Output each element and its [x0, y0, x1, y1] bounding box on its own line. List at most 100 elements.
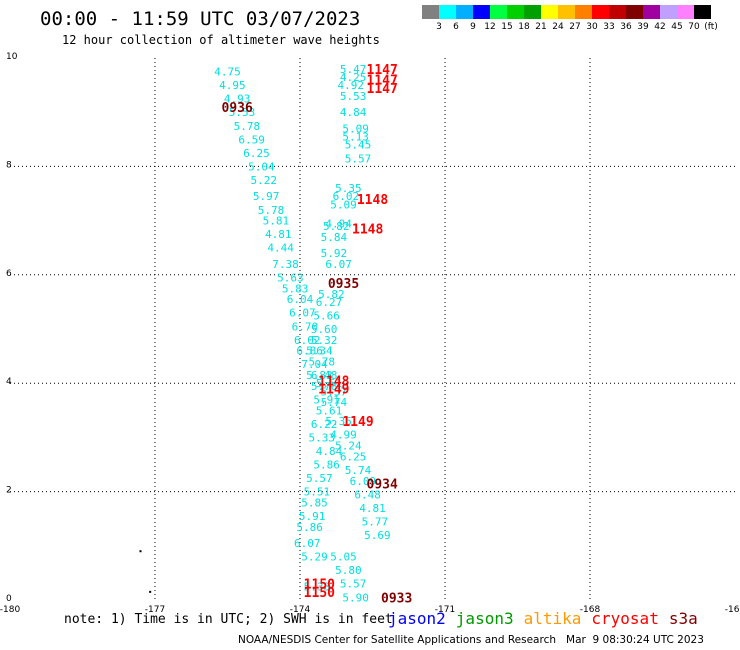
swh-label: 5.33: [309, 431, 336, 444]
time-label: 1150: [304, 578, 335, 593]
color-swatch: [456, 5, 473, 19]
swh-label: 5.53: [340, 90, 367, 103]
swh-label: 5.84: [321, 231, 348, 244]
swh-label: 4.84: [340, 106, 367, 119]
time-label: 1147: [367, 82, 398, 97]
swh-label: 5.82: [318, 288, 345, 301]
swh-label: 5.82: [323, 220, 350, 233]
swh-label: 5.90: [342, 591, 369, 604]
x-tick-label: -165: [725, 605, 740, 615]
swh-label: 5.91: [299, 510, 326, 523]
swh-label: 5.66: [313, 309, 340, 322]
data-dot: [149, 590, 152, 593]
color-scale-label: 45: [671, 22, 683, 32]
time-label: 1149: [318, 383, 349, 398]
swh-label: 5.51: [316, 377, 343, 390]
color-swatch: [626, 5, 643, 19]
swh-label: 5.37: [321, 385, 348, 398]
swh-label: 5.86: [313, 459, 340, 472]
swh-label: 5.04: [248, 160, 275, 173]
color-swatch: [422, 5, 439, 19]
swh-label: 5.57: [306, 472, 333, 485]
color-swatch: [677, 5, 694, 19]
color-scale-label: 30: [586, 22, 598, 32]
swh-label: 5.09: [342, 122, 369, 135]
swh-label: 5.80: [335, 564, 362, 577]
swh-label: 5.69: [364, 529, 391, 542]
swh-label: 5.53: [229, 106, 256, 119]
swh-label: 6.07: [289, 307, 316, 320]
swh-label: 5.33: [304, 580, 331, 593]
swh-label: 5.51: [304, 486, 331, 499]
swh-label: 6.48: [311, 369, 338, 382]
color-scale-label: 18: [518, 22, 530, 32]
time-label: 0936: [222, 101, 253, 116]
swh-label: 5.45: [345, 139, 372, 152]
swh-label: 6.25: [243, 147, 270, 160]
footnote: note: 1) Time is in UTC; 2) SWH is in fe…: [64, 612, 393, 627]
swh-label: 5.92: [321, 247, 348, 260]
color-scale-label: 21: [535, 22, 547, 32]
time-label: 1148: [318, 374, 349, 389]
color-swatch: [592, 5, 609, 19]
y-tick-label: 8: [6, 160, 12, 170]
x-tick-label: -174: [290, 605, 311, 615]
color-swatch: [575, 5, 592, 19]
color-swatch: [507, 5, 524, 19]
swh-label: 4.95: [219, 79, 246, 92]
color-scale-label: 27: [569, 22, 581, 32]
swh-label: 5.83: [282, 282, 309, 295]
swh-label: 5.86: [296, 521, 323, 534]
color-scale-label: 42: [654, 22, 666, 32]
x-tick-label: -180: [0, 605, 20, 615]
time-label: 0934: [367, 477, 398, 492]
color-swatch: [490, 5, 507, 19]
legend-item-s3a: s3a: [668, 609, 698, 628]
swh-label: 4.81: [265, 228, 292, 241]
swh-label: 4.81: [359, 502, 386, 515]
color-swatch: [558, 5, 575, 19]
y-tick-label: 10: [6, 52, 18, 62]
swh-label: 6.70: [292, 320, 319, 333]
swh-label: 5.81: [263, 215, 290, 228]
swh-label: 5.61: [316, 404, 343, 417]
swh-label: 5.34: [306, 345, 333, 358]
color-swatch: [643, 5, 660, 19]
swh-label: 5.60: [311, 323, 338, 336]
color-scale-label: 6: [453, 22, 459, 32]
swh-label: 4.84: [316, 445, 343, 458]
x-tick-label: -168: [580, 605, 601, 615]
swh-label: 4.92: [338, 79, 365, 92]
legend-item-jason3: jason3: [455, 609, 514, 628]
legend-item-jason2: jason2: [388, 609, 446, 628]
legend-item-altika: altika: [523, 609, 582, 628]
swh-label: 5.78: [309, 356, 336, 369]
swh-label: 6.09: [350, 475, 377, 488]
swh-label: 6.48: [354, 488, 381, 501]
time-label: 1147: [367, 63, 398, 78]
swh-label: 5.91: [313, 393, 340, 406]
satellite-legend: jason2 jason3 altika cryosat s3a: [388, 609, 708, 628]
color-scale-label: 36: [620, 22, 632, 32]
swh-label: 5.13: [342, 131, 369, 144]
data-dot: [139, 550, 142, 553]
swh-label: 6.22: [311, 418, 338, 431]
swh-label: 4.44: [267, 242, 294, 255]
swh-label: 6.02: [294, 334, 321, 347]
swh-label: 5.74: [321, 396, 348, 409]
page-title: 00:00 - 11:59 UTC 03/07/2023: [40, 8, 361, 30]
swh-label: 4.75: [214, 66, 241, 79]
swh-label: 6.25: [340, 450, 367, 463]
swh-label: 5.83: [306, 369, 333, 382]
color-swatch: [524, 5, 541, 19]
swh-label: 5.29: [301, 551, 328, 564]
swh-label: 4.99: [330, 429, 357, 442]
color-scale-label: 15: [501, 22, 513, 32]
color-swatch: [473, 5, 490, 19]
swh-label: 5.35: [335, 182, 362, 195]
swh-label: 5.78: [258, 204, 285, 217]
y-tick-label: 2: [6, 486, 12, 496]
time-label: 1150: [304, 586, 335, 601]
swh-label: 4.94: [325, 217, 352, 230]
x-tick-label: -171: [435, 605, 455, 615]
